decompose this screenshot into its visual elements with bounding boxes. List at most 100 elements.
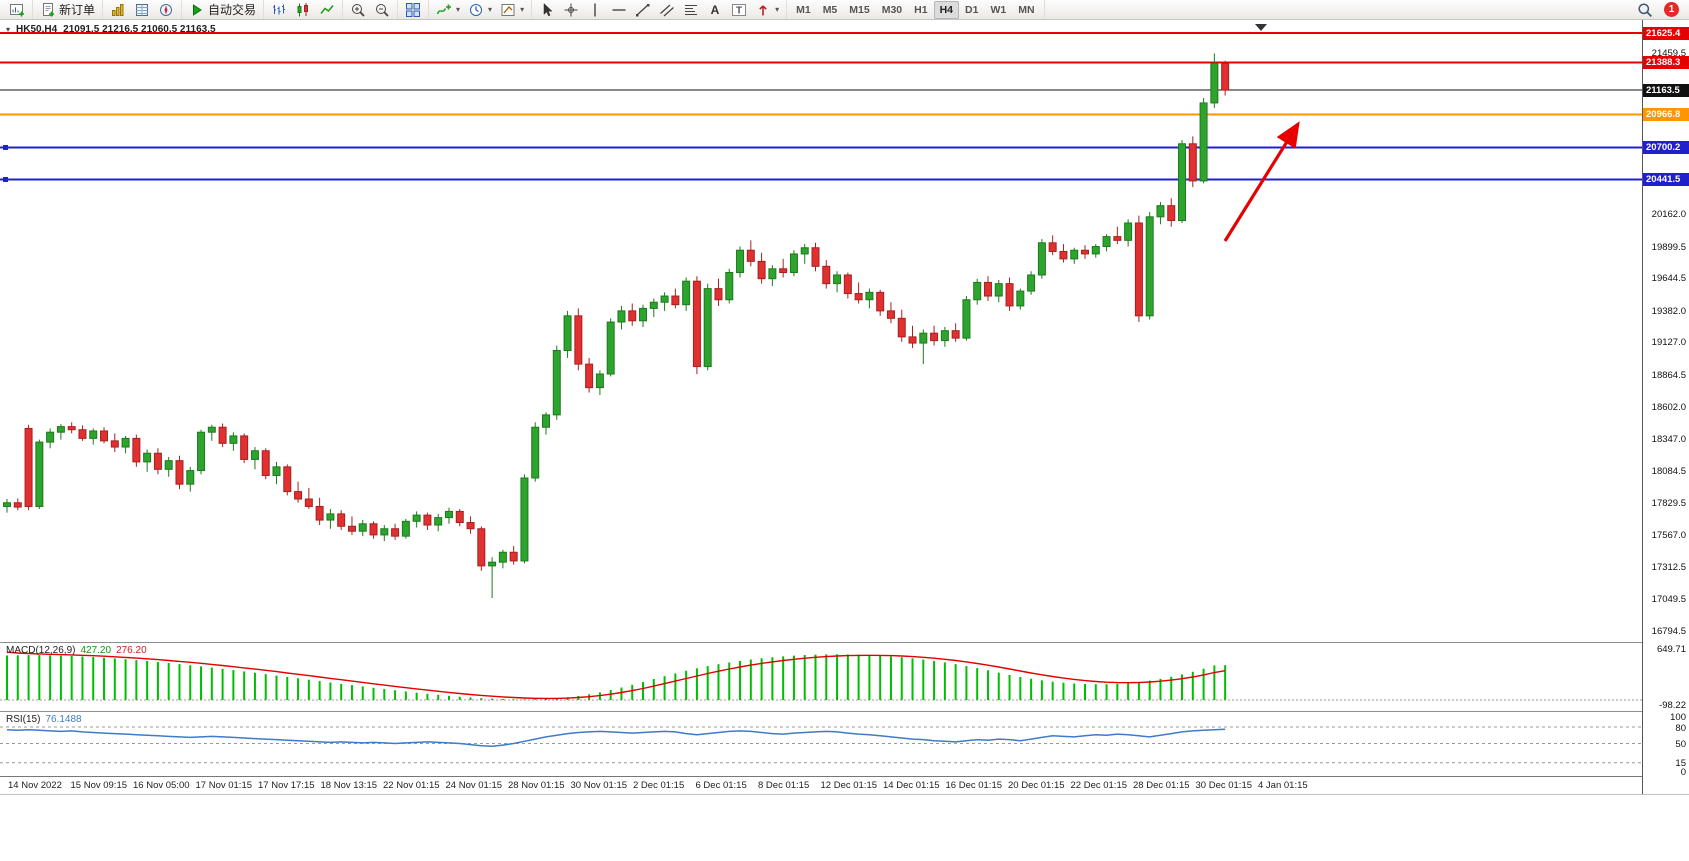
search-button[interactable] xyxy=(1633,1,1657,19)
candle-body xyxy=(768,268,777,280)
channel-tool-button[interactable] xyxy=(655,1,679,19)
candle-body xyxy=(854,293,863,301)
autotrading-button[interactable]: 自动交易 xyxy=(185,1,260,19)
candle-body xyxy=(789,253,798,274)
candle-body xyxy=(164,460,173,470)
toolbar-group: 新订单 xyxy=(33,0,104,19)
timeframe-d1[interactable]: D1 xyxy=(965,3,979,16)
timeframe-h1[interactable]: H1 xyxy=(914,3,928,16)
line-handle[interactable] xyxy=(3,144,8,150)
timeframe-m30[interactable]: M30 xyxy=(881,3,903,16)
arrows-tool-button[interactable]: ▾ xyxy=(751,1,783,19)
candle-body xyxy=(207,426,216,433)
panel-separator[interactable] xyxy=(0,711,1689,712)
candle-body xyxy=(337,513,346,527)
text-tool-button[interactable]: A xyxy=(703,1,727,19)
panel-separator[interactable] xyxy=(0,776,1689,777)
crosshair-tool-button[interactable] xyxy=(559,1,583,19)
candlestick-chart-button[interactable] xyxy=(291,1,315,19)
candle-body xyxy=(1156,205,1165,218)
panel-separator[interactable] xyxy=(0,642,1689,643)
price-tick-label: 18602.0 xyxy=(1651,402,1686,414)
candle-body xyxy=(973,281,982,301)
timeframe-h4[interactable]: H4 xyxy=(933,0,960,19)
navigator-button[interactable] xyxy=(154,1,178,19)
time-axis-label: 15 Nov 09:15 xyxy=(70,780,128,791)
candle-body xyxy=(110,440,119,448)
candle-body xyxy=(574,315,583,365)
candle-body xyxy=(606,321,615,375)
chart-shift-marker-icon[interactable] xyxy=(1255,24,1267,31)
notification-badge[interactable]: 1 xyxy=(1664,2,1679,17)
time-axis-border xyxy=(0,794,1689,795)
bars-icon xyxy=(271,2,287,18)
candle-body xyxy=(186,470,195,485)
template-icon xyxy=(500,2,516,18)
data-window-button[interactable] xyxy=(130,1,154,19)
tile-windows-button[interactable] xyxy=(401,1,425,19)
candles-icon xyxy=(295,2,311,18)
candle-body xyxy=(315,505,324,521)
toolbar-group: 自动交易 xyxy=(182,0,265,19)
toolbar-group xyxy=(398,0,430,19)
candle-body xyxy=(35,441,44,507)
periods-button[interactable]: ▾ xyxy=(464,1,496,19)
candle-body xyxy=(714,288,723,301)
candle-body xyxy=(175,460,184,485)
time-axis-label: 18 Nov 13:15 xyxy=(320,780,378,791)
time-axis-label: 24 Nov 01:15 xyxy=(445,780,503,791)
new-order-button[interactable]: 新订单 xyxy=(36,1,99,19)
line-chart-button[interactable] xyxy=(315,1,339,19)
toolbar-group: A T ▾ xyxy=(532,0,788,19)
chart-canvas[interactable] xyxy=(0,20,1642,642)
rsi-panel[interactable] xyxy=(0,712,1642,776)
dropdown-caret-icon: ▾ xyxy=(520,5,525,14)
dropdown-caret-icon: ▾ xyxy=(488,5,493,14)
candle-body xyxy=(1145,216,1154,317)
price-level-badge: 21163.5 xyxy=(1643,84,1689,98)
candle-body xyxy=(1167,205,1176,222)
macd-panel[interactable] xyxy=(0,643,1642,711)
toolbar-group: ▾ ▾ ▾ xyxy=(429,0,533,19)
macd-max-label: 649.71 xyxy=(1656,644,1686,655)
timeframe-m15[interactable]: M15 xyxy=(849,3,870,16)
candle-body xyxy=(585,363,594,389)
macd-indicator-label: MACD(12,26,9) 427.20 276.20 xyxy=(6,645,147,656)
zoom-out-button[interactable] xyxy=(370,1,394,19)
candle-body xyxy=(919,332,928,344)
timeframe-w1[interactable]: W1 xyxy=(990,3,1007,16)
candle-body xyxy=(940,330,949,342)
templates-button[interactable]: ▾ xyxy=(496,1,528,19)
timeframe-mn[interactable]: MN xyxy=(1018,3,1035,16)
label-tool-button[interactable]: T xyxy=(727,1,751,19)
vertical-line-tool-button[interactable] xyxy=(583,1,607,19)
candle-body xyxy=(833,274,842,285)
timeframe-m1[interactable]: M1 xyxy=(796,3,811,16)
search-icon xyxy=(1637,2,1653,18)
candle-body xyxy=(67,426,76,431)
time-axis-label: 6 Dec 01:15 xyxy=(695,780,747,791)
price-tick-label: 17829.5 xyxy=(1651,497,1686,509)
price-axis[interactable]: 21459.5 20162.0 19899.5 19644.5 19382.0 19127… xyxy=(1642,20,1689,794)
horizontal-line-tool-button[interactable] xyxy=(607,1,631,19)
fibonacci-tool-button[interactable] xyxy=(679,1,703,19)
arrow-tool-icon xyxy=(755,2,771,18)
line-handle[interactable] xyxy=(3,176,8,182)
candle-body xyxy=(100,430,109,442)
cursor-tool-button[interactable] xyxy=(535,1,559,19)
macd-histogram xyxy=(6,654,1227,700)
candle-body xyxy=(444,510,453,519)
market-watch-button[interactable] xyxy=(106,1,130,19)
zoom-in-button[interactable] xyxy=(346,1,370,19)
time-axis[interactable]: 14 Nov 2022 15 Nov 09:15 16 Nov 05:00 17 No… xyxy=(0,777,1642,794)
indicators-button[interactable]: ▾ xyxy=(432,1,464,19)
chart-ohlc-values: 21091.5 21216.5 21060.5 21163.5 xyxy=(63,24,216,35)
candle-body xyxy=(78,429,87,439)
trendline-tool-button[interactable] xyxy=(631,1,655,19)
channel-icon xyxy=(659,2,675,18)
timeframe-m5[interactable]: M5 xyxy=(822,3,838,16)
trend-arrow-annotation[interactable] xyxy=(1223,121,1300,242)
time-axis-label: 16 Nov 05:00 xyxy=(133,780,190,791)
bar-chart-button[interactable] xyxy=(267,1,291,19)
new-chart-button[interactable] xyxy=(5,1,29,19)
